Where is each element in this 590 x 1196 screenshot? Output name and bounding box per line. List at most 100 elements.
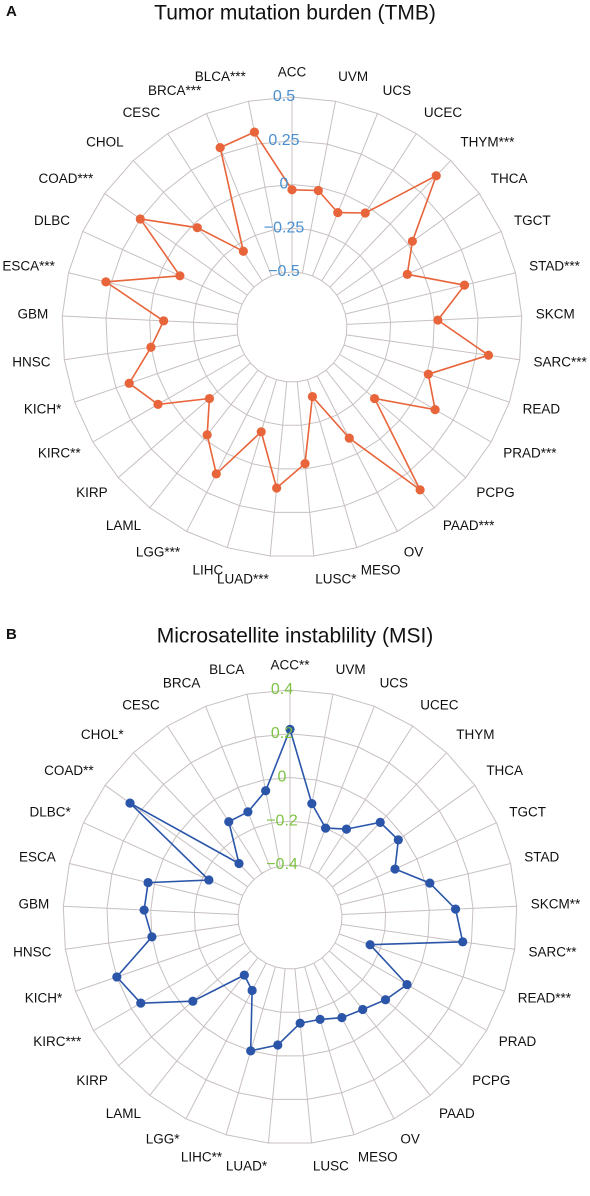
spoke	[308, 706, 375, 869]
spoke	[247, 101, 283, 274]
data-point	[393, 835, 403, 845]
data-point	[313, 185, 323, 196]
spoke	[329, 160, 452, 288]
category-label: TGCT	[509, 804, 546, 819]
category-label: PRAD***	[503, 446, 557, 461]
spoke	[304, 966, 355, 1135]
category-label: KIRP	[76, 1073, 108, 1088]
category-label: LUSC*	[315, 571, 357, 586]
spoke	[63, 905, 239, 916]
data-point	[273, 1040, 283, 1050]
data-point	[249, 127, 260, 137]
tick-label: 0	[278, 769, 287, 786]
spoke	[339, 354, 492, 443]
panel-label: B	[6, 626, 17, 643]
category-label: LUAD***	[217, 571, 270, 586]
category-label: DLBC*	[30, 804, 72, 819]
category-label: KIRP	[76, 485, 108, 500]
spoke	[132, 160, 255, 288]
spoke	[205, 706, 272, 869]
spoke	[132, 752, 255, 880]
data-point	[430, 405, 440, 415]
spoke	[317, 725, 414, 874]
grid-ring	[105, 140, 479, 513]
grid-ring	[192, 227, 392, 426]
category-label: UVM	[338, 69, 368, 84]
spoke	[226, 379, 277, 548]
data-point	[307, 799, 317, 809]
data-point	[415, 485, 425, 495]
category-label: UCS	[383, 83, 412, 98]
data-point	[243, 807, 253, 817]
data-point	[101, 277, 111, 287]
grid-ring	[236, 271, 348, 383]
category-label: CESC	[122, 697, 160, 712]
data-point	[202, 430, 212, 440]
data-point	[295, 1018, 305, 1028]
data-point	[125, 798, 135, 808]
tick-label: −0.5	[268, 263, 300, 280]
category-label: GBM	[18, 306, 49, 321]
category-label: PCPG	[472, 1073, 510, 1088]
spoke	[93, 942, 246, 1031]
data-point	[365, 940, 375, 950]
spoke	[166, 725, 263, 874]
data-point	[315, 1014, 325, 1024]
data-point	[159, 316, 169, 326]
data-point	[307, 391, 318, 402]
spoke	[341, 230, 502, 305]
category-label: TGCT	[514, 213, 551, 228]
category-label: HNSC	[12, 355, 51, 370]
data-point	[458, 937, 468, 947]
spoke	[321, 133, 417, 282]
category-label: THYM	[456, 727, 494, 742]
data-point	[402, 979, 412, 990]
data-point	[431, 171, 441, 181]
category-label: CHOL*	[81, 727, 125, 742]
category-label: CESC	[123, 105, 161, 120]
data-point	[247, 985, 257, 996]
category-label: UCS	[380, 676, 409, 691]
data-point	[344, 433, 354, 443]
category-label: COAD**	[44, 763, 94, 778]
category-label: PAAD***	[443, 518, 495, 533]
spoke	[311, 113, 378, 277]
data-point	[136, 998, 146, 1008]
category-label: SKCM	[536, 306, 575, 321]
data-point	[337, 1013, 347, 1023]
data-point	[433, 315, 443, 325]
spoke	[69, 862, 240, 906]
spoke	[307, 379, 358, 548]
data-point	[285, 724, 295, 734]
spoke	[82, 230, 243, 305]
spoke	[246, 694, 281, 867]
category-label: UCEC	[420, 697, 459, 712]
data-point	[224, 817, 234, 827]
data-point	[139, 905, 149, 915]
category-label: MESO	[361, 562, 401, 577]
tick-label: 0.25	[268, 132, 299, 149]
series-line	[103, 131, 491, 491]
category-label: LUAD*	[226, 1158, 268, 1173]
spoke	[325, 369, 435, 509]
category-label: CHOL	[86, 135, 124, 150]
data-point	[175, 271, 185, 281]
category-label: UVM	[336, 662, 366, 677]
spoke	[313, 962, 395, 1119]
category-label: HNSC	[13, 944, 52, 959]
category-label: ESCA***	[2, 259, 55, 274]
grid-ring	[149, 183, 435, 470]
category-label: OV	[400, 1132, 420, 1147]
category-label: MESO	[358, 1149, 398, 1164]
data-point	[402, 269, 412, 279]
category-label: KICH*	[25, 991, 63, 1006]
spoke	[321, 957, 431, 1096]
spoke	[68, 272, 239, 315]
data-point	[333, 207, 343, 218]
grid-ring	[61, 96, 523, 557]
data-point	[483, 350, 494, 360]
spoke	[74, 344, 241, 403]
data-point	[192, 223, 202, 233]
data-point	[407, 236, 417, 246]
